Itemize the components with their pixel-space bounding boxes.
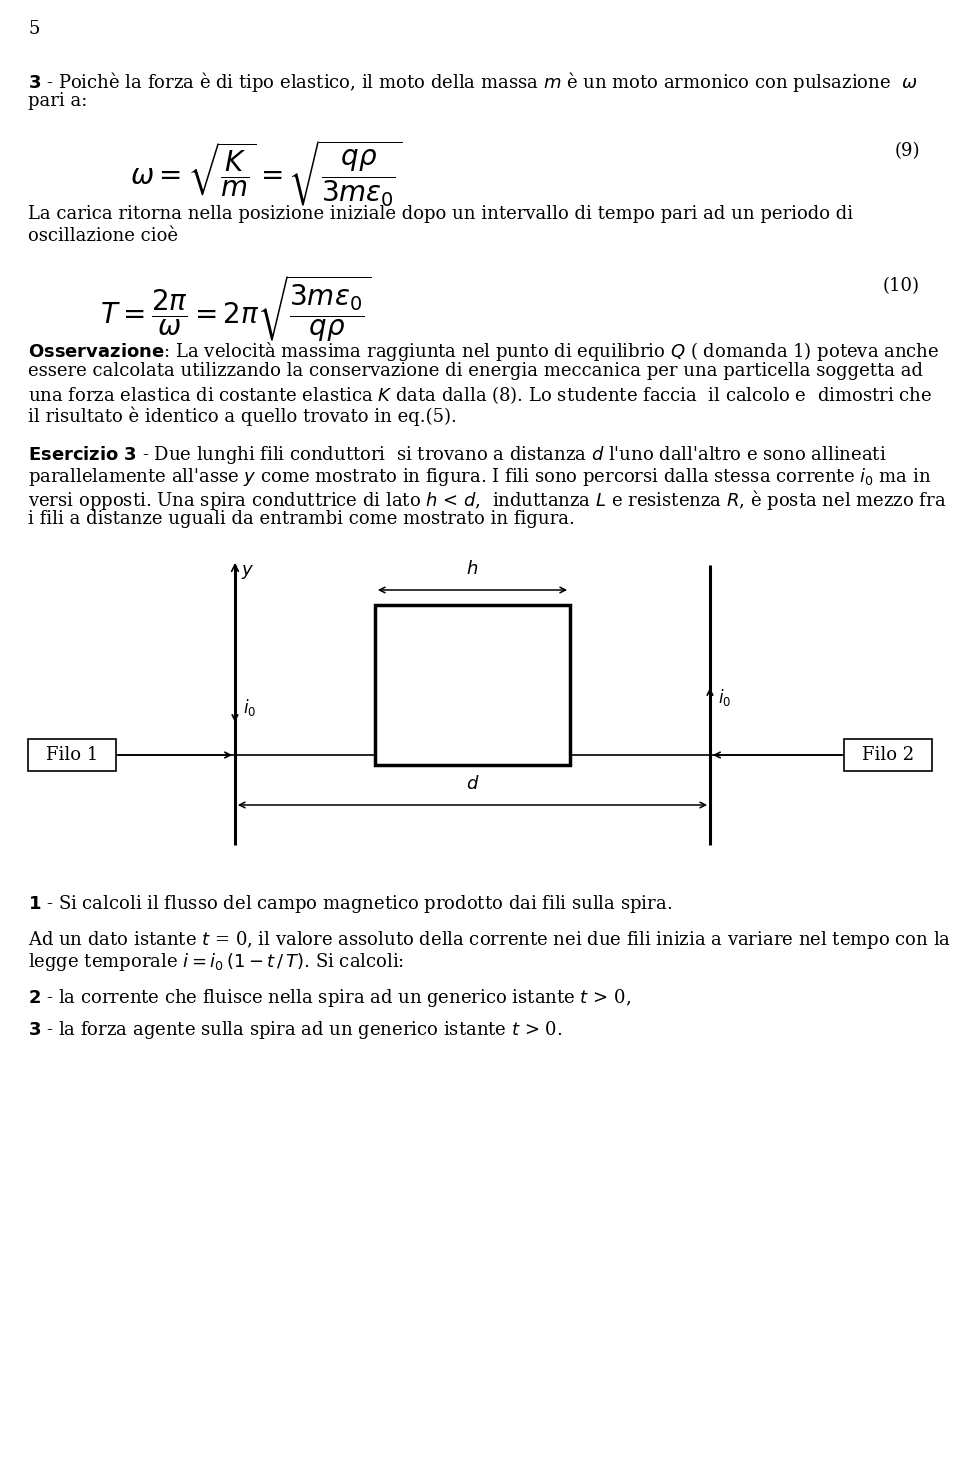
Text: (9): (9) (895, 142, 920, 160)
Text: $\mathbf{3}$ - la forza agente sulla spira ad un generico istante $t$ > 0.: $\mathbf{3}$ - la forza agente sulla spi… (28, 1018, 563, 1041)
Text: Ad un dato istante $t$ = 0, il valore assoluto della corrente nei due fili inizi: Ad un dato istante $t$ = 0, il valore as… (28, 930, 951, 950)
Text: parallelamente all'asse $y$ come mostrato in figura. I fili sono percorsi dalla : parallelamente all'asse $y$ come mostrat… (28, 466, 931, 488)
Text: $\bf{Osservazione}$: La velocità massima raggiunta nel punto di equilibrio $Q$ (: $\bf{Osservazione}$: La velocità massima… (28, 340, 939, 364)
Text: $i_0$: $i_0$ (718, 686, 732, 708)
Text: il risultato è identico a quello trovato in eq.(5).: il risultato è identico a quello trovato… (28, 406, 457, 426)
Text: $\mathbf{2}$ - la corrente che fluisce nella spira ad un generico istante $t$ > : $\mathbf{2}$ - la corrente che fluisce n… (28, 987, 631, 1009)
Text: (10): (10) (883, 276, 920, 296)
Text: Filo 2: Filo 2 (862, 746, 914, 764)
Bar (28, 739, 116, 772)
Text: 5: 5 (28, 21, 39, 38)
Text: $\omega = \sqrt{\dfrac{K}{m}} = \sqrt{\dfrac{q\rho}{3m\varepsilon_0}}$: $\omega = \sqrt{\dfrac{K}{m}} = \sqrt{\d… (130, 137, 403, 208)
Text: oscillazione cioè: oscillazione cioè (28, 228, 178, 245)
Text: Filo 1: Filo 1 (46, 746, 98, 764)
Text: $y$: $y$ (241, 563, 254, 581)
Text: $x$: $x$ (906, 746, 920, 764)
Text: $\mathbf{3}$ - Poichè la forza è di tipo elastico, il moto della massa $m$ è un : $\mathbf{3}$ - Poichè la forza è di tipo… (28, 69, 918, 95)
Text: $h$: $h$ (467, 560, 479, 578)
Text: $\bf{Esercizio\ 3}$ - Due lunghi fili conduttori  si trovano a distanza $d$ l'un: $\bf{Esercizio\ 3}$ - Due lunghi fili co… (28, 443, 886, 466)
Text: essere calcolata utilizzando la conservazione di energia meccanica per una parti: essere calcolata utilizzando la conserva… (28, 362, 923, 380)
Bar (844, 739, 932, 772)
Text: $\mathbf{1}$ - Si calcoli il flusso del campo magnetico prodotto dai fili sulla : $\mathbf{1}$ - Si calcoli il flusso del … (28, 893, 672, 915)
Text: legge temporale $i = i_0$$\,( 1 - t\,/\,T)$. Si calcoli:: legge temporale $i = i_0$$\,( 1 - t\,/\,… (28, 950, 404, 973)
Text: pari a:: pari a: (28, 92, 87, 109)
Text: $d$: $d$ (466, 774, 479, 794)
Text: La carica ritorna nella posizione iniziale dopo un intervallo di tempo pari ad u: La carica ritorna nella posizione inizia… (28, 205, 853, 223)
Bar (375, 605, 570, 766)
Text: versi opposti. Una spira conduttrice di lato $h$ < $d$,  induttanza $L$ e resist: versi opposti. Una spira conduttrice di … (28, 488, 947, 511)
Text: $T = \dfrac{2\pi}{\omega} = 2\pi\sqrt{\dfrac{3m\varepsilon_0}{q\rho}}$: $T = \dfrac{2\pi}{\omega} = 2\pi\sqrt{\d… (100, 273, 372, 343)
Text: i fili a distanze uguali da entrambi come mostrato in figura.: i fili a distanze uguali da entrambi com… (28, 510, 575, 528)
Text: una forza elastica di costante elastica $K$ data dalla (8). Lo studente faccia  : una forza elastica di costante elastica … (28, 384, 932, 406)
Text: $i_0$: $i_0$ (243, 696, 256, 717)
